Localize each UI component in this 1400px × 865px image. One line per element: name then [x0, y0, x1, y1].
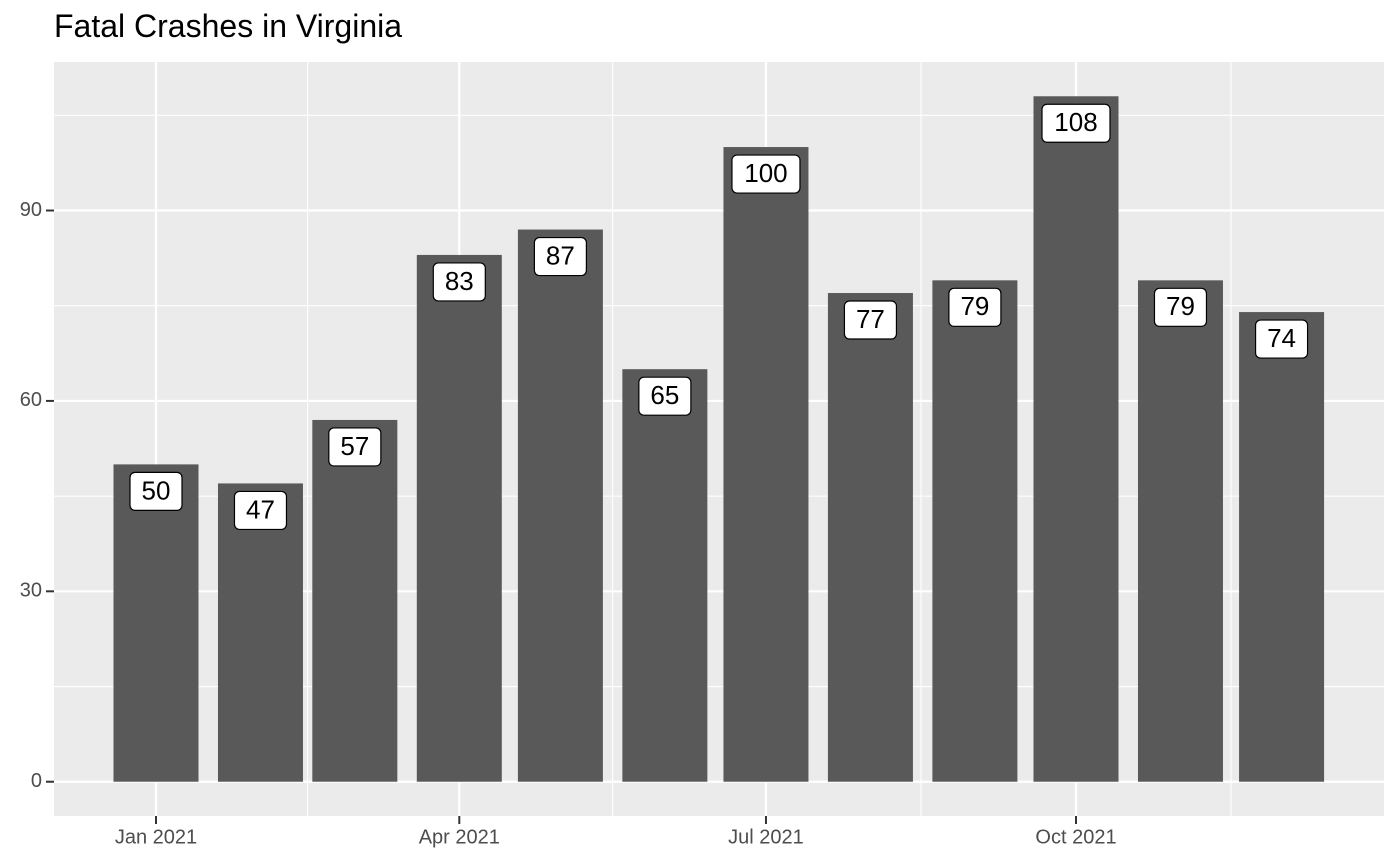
data-label-box	[1041, 103, 1111, 143]
data-label-text: 65	[650, 380, 679, 410]
data-label: 65	[638, 376, 692, 416]
data-label-text: 77	[856, 304, 885, 334]
data-label-text: 108	[1054, 107, 1097, 137]
data-label-text: 83	[445, 266, 474, 296]
data-label: 50	[129, 471, 183, 511]
y-tick-label: 90	[20, 199, 42, 221]
y-axis: 0 30 60 90	[20, 199, 54, 792]
bar	[1239, 312, 1325, 782]
data-label-text: 87	[546, 240, 575, 270]
data-label: 77	[843, 300, 898, 340]
bar	[113, 464, 199, 782]
data-label: 100	[731, 154, 801, 194]
data-label-text: 74	[1267, 323, 1296, 353]
data-label: 47	[233, 490, 288, 531]
data-labels-layer: 50 47 57 83 87 65 100 77 79 108 79 74	[129, 103, 1309, 531]
bar	[517, 229, 603, 782]
data-label-text: 100	[744, 158, 787, 188]
data-label-text: 50	[142, 475, 171, 505]
bar	[827, 293, 913, 782]
data-label-box	[638, 376, 692, 416]
data-label-box	[1153, 287, 1208, 327]
data-label-box	[843, 300, 898, 340]
data-label: 87	[533, 236, 587, 277]
data-label-box	[731, 154, 801, 194]
y-tick-label: 0	[31, 770, 42, 792]
data-label-box	[1254, 319, 1309, 359]
bar	[622, 369, 708, 782]
data-label-text: 79	[960, 291, 989, 321]
data-label-box	[533, 236, 587, 277]
bar	[1033, 96, 1119, 782]
bars-layer	[113, 96, 1325, 782]
x-tick-label: Oct 2021	[1035, 826, 1116, 848]
x-axis: Jan 2021 Apr 2021 Jul 2021 Oct 2021	[115, 816, 1117, 848]
data-label: 83	[432, 262, 486, 302]
bar	[312, 419, 398, 782]
data-label-text: 47	[246, 494, 275, 524]
x-tick-label: Jul 2021	[728, 826, 804, 848]
data-label-box	[328, 427, 382, 467]
data-label-text: 79	[1166, 291, 1195, 321]
y-tick-label: 30	[20, 580, 42, 602]
bar	[416, 254, 502, 782]
data-label-box	[233, 490, 288, 531]
data-label: 57	[328, 427, 382, 467]
x-tick-label: Apr 2021	[419, 826, 500, 848]
bar	[723, 147, 809, 782]
data-label-box	[129, 471, 183, 511]
x-tick-label: Jan 2021	[115, 826, 197, 848]
data-label: 79	[1153, 287, 1208, 327]
bar	[932, 280, 1018, 782]
data-label-box	[948, 287, 1002, 327]
y-tick-label: 60	[20, 389, 42, 411]
bar	[1137, 280, 1223, 782]
data-label: 108	[1041, 103, 1111, 143]
data-label-box	[432, 262, 486, 302]
data-label: 79	[948, 287, 1002, 327]
data-label-text: 57	[340, 431, 369, 461]
data-label: 74	[1254, 319, 1309, 359]
bar	[217, 483, 303, 782]
chart-title: Fatal Crashes in Virginia	[54, 8, 403, 44]
